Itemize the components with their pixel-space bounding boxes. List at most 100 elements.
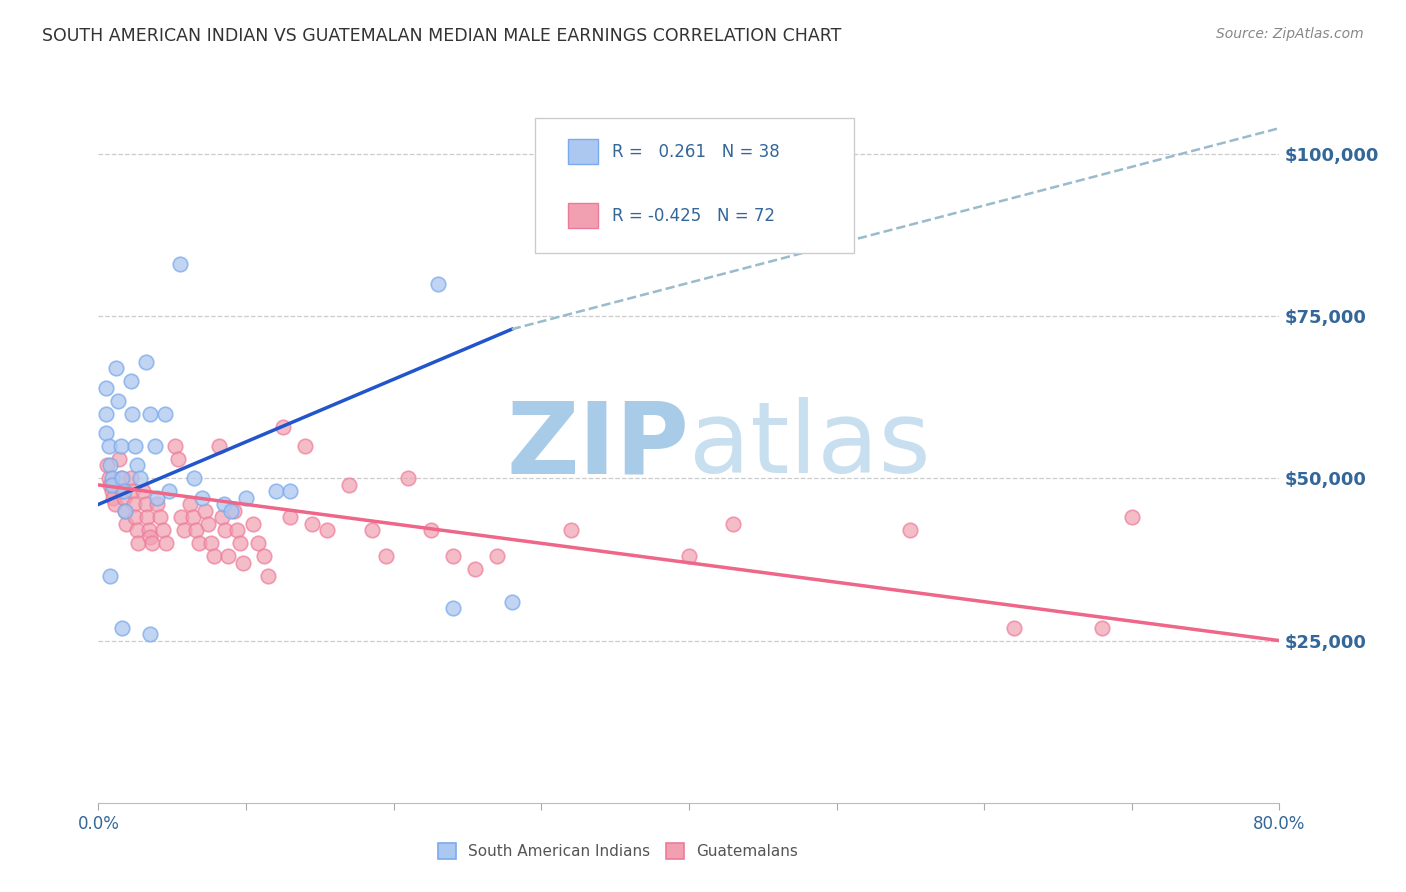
Guatemalans — [98, 478, 121, 492]
Text: Source: ZipAtlas.com: Source: ZipAtlas.com — [1216, 27, 1364, 41]
South American Indians — [143, 439, 166, 453]
South American Indians — [139, 407, 162, 421]
Guatemalans — [224, 504, 246, 518]
Guatemalans — [96, 458, 118, 473]
South American Indians — [157, 484, 180, 499]
South American Indians — [191, 491, 214, 505]
Guatemalans — [97, 471, 120, 485]
South American Indians — [97, 439, 120, 453]
South American Indians — [110, 439, 132, 453]
Guatemalans — [246, 536, 269, 550]
Guatemalans — [229, 536, 252, 550]
Guatemalans — [271, 419, 294, 434]
South American Indians — [264, 484, 287, 499]
Guatemalans — [152, 524, 174, 538]
Guatemalans — [103, 491, 125, 505]
Bar — [568, 203, 598, 228]
Guatemalans — [211, 510, 233, 524]
Guatemalans — [155, 536, 177, 550]
Guatemalans — [197, 516, 219, 531]
Guatemalans — [112, 491, 135, 505]
South American Indians — [100, 471, 122, 485]
Guatemalans — [419, 524, 441, 538]
South American Indians — [153, 407, 176, 421]
Guatemalans — [132, 484, 155, 499]
Text: atlas: atlas — [689, 398, 931, 494]
Guatemalans — [146, 497, 169, 511]
FancyBboxPatch shape — [536, 118, 855, 253]
Guatemalans — [375, 549, 398, 564]
Guatemalans — [100, 484, 122, 499]
Guatemalans — [900, 524, 922, 538]
Guatemalans — [1121, 510, 1143, 524]
Guatemalans — [214, 524, 236, 538]
Guatemalans — [226, 524, 249, 538]
South American Indians — [169, 257, 191, 271]
Guatemalans — [560, 524, 582, 538]
Guatemalans — [202, 549, 225, 564]
South American Indians — [105, 361, 128, 376]
Guatemalans — [360, 524, 382, 538]
South American Indians — [107, 393, 129, 408]
Guatemalans — [125, 524, 148, 538]
Guatemalans — [486, 549, 509, 564]
Text: ZIP: ZIP — [506, 398, 689, 494]
South American Indians — [135, 354, 157, 368]
Guatemalans — [141, 536, 163, 550]
Guatemalans — [208, 439, 231, 453]
South American Indians — [501, 595, 523, 609]
Guatemalans — [167, 452, 190, 467]
Guatemalans — [184, 524, 207, 538]
Guatemalans — [173, 524, 195, 538]
Guatemalans — [678, 549, 700, 564]
South American Indians — [120, 374, 142, 388]
Guatemalans — [111, 484, 134, 499]
South American Indians — [146, 491, 169, 505]
Guatemalans — [170, 510, 193, 524]
Guatemalans — [135, 497, 157, 511]
South American Indians — [94, 425, 117, 440]
Guatemalans — [257, 568, 280, 582]
Bar — [568, 139, 598, 164]
Guatemalans — [294, 439, 316, 453]
South American Indians — [94, 381, 117, 395]
Guatemalans — [104, 497, 127, 511]
Guatemalans — [316, 524, 339, 538]
Guatemalans — [181, 510, 204, 524]
Guatemalans — [723, 516, 745, 531]
South American Indians — [98, 568, 121, 582]
South American Indians — [124, 439, 146, 453]
Guatemalans — [339, 478, 360, 492]
Guatemalans — [217, 549, 239, 564]
Guatemalans — [110, 471, 132, 485]
Guatemalans — [136, 510, 159, 524]
Guatemalans — [396, 471, 419, 485]
Guatemalans — [1091, 621, 1114, 635]
South American Indians — [235, 491, 257, 505]
Guatemalans — [441, 549, 464, 564]
South American Indians — [278, 484, 302, 499]
Guatemalans — [242, 516, 264, 531]
Guatemalans — [179, 497, 201, 511]
Guatemalans — [194, 504, 217, 518]
Guatemalans — [114, 504, 136, 518]
Guatemalans — [165, 439, 187, 453]
Guatemalans — [464, 562, 486, 576]
South American Indians — [139, 627, 162, 641]
Guatemalans — [120, 471, 142, 485]
Guatemalans — [124, 510, 146, 524]
Guatemalans — [108, 452, 131, 467]
Guatemalans — [122, 497, 145, 511]
Guatemalans — [278, 510, 302, 524]
South American Indians — [98, 458, 121, 473]
South American Indians — [219, 504, 242, 518]
Guatemalans — [138, 524, 160, 538]
Guatemalans — [253, 549, 276, 564]
Guatemalans — [149, 510, 172, 524]
Text: SOUTH AMERICAN INDIAN VS GUATEMALAN MEDIAN MALE EARNINGS CORRELATION CHART: SOUTH AMERICAN INDIAN VS GUATEMALAN MEDI… — [42, 27, 842, 45]
Guatemalans — [139, 530, 162, 544]
Text: R =   0.261   N = 38: R = 0.261 N = 38 — [612, 143, 780, 161]
Guatemalans — [200, 536, 222, 550]
Guatemalans — [1002, 621, 1025, 635]
South American Indians — [212, 497, 235, 511]
